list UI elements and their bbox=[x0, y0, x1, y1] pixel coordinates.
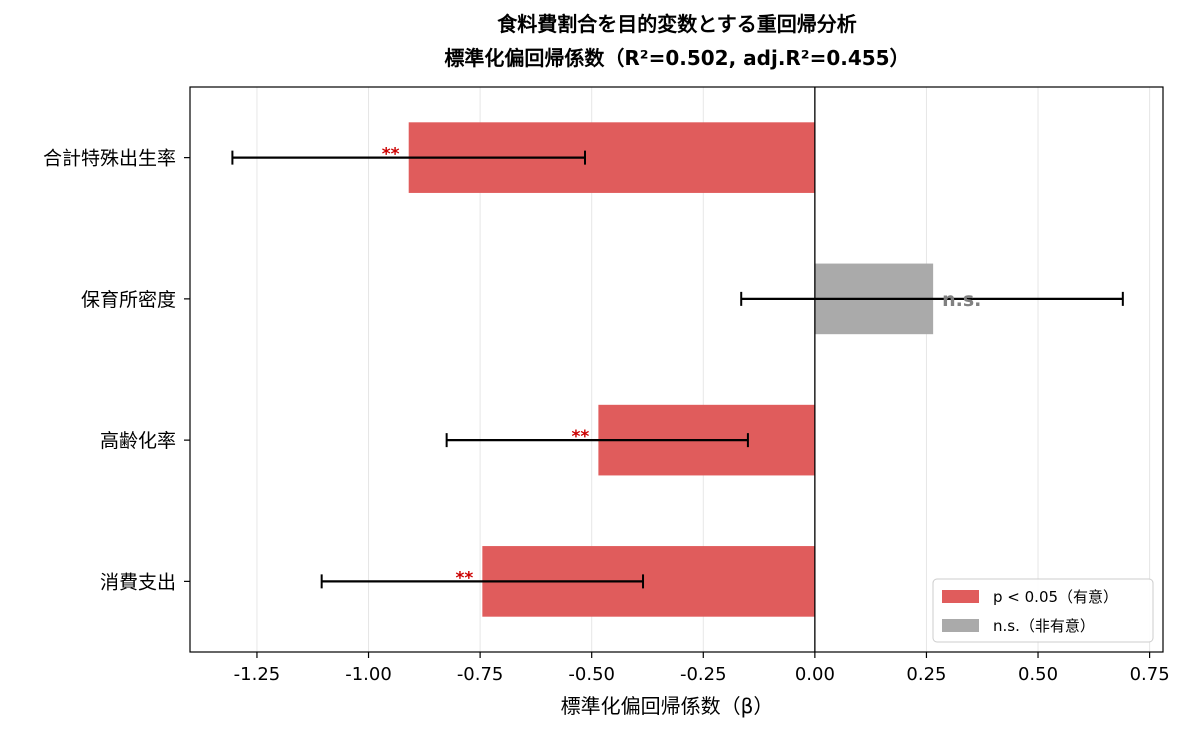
chart-title: 食料費割合を目的変数とする重回帰分析 bbox=[497, 12, 856, 36]
x-tick-label: -1.00 bbox=[345, 664, 392, 685]
x-tick-label: -0.50 bbox=[568, 664, 615, 685]
x-tick-label: 0.75 bbox=[1130, 664, 1170, 685]
legend-box bbox=[932, 578, 1154, 643]
error-bar bbox=[231, 150, 587, 165]
x-axis-label: 標準化偏回帰係数（β） bbox=[561, 694, 774, 718]
bars-layer bbox=[408, 122, 934, 617]
significance-marker: ** bbox=[455, 568, 473, 588]
x-tick-label: -0.75 bbox=[457, 664, 504, 685]
legend-label-significant: p < 0.05（有意） bbox=[993, 588, 1118, 606]
significance-marker: ** bbox=[572, 427, 590, 447]
error-bars-layer bbox=[231, 150, 1124, 589]
y-tick-label: 保育所密度 bbox=[81, 289, 176, 311]
y-tick-label: 合計特殊出生率 bbox=[43, 148, 176, 170]
x-tick-label: -1.25 bbox=[234, 664, 281, 685]
error-bar bbox=[740, 291, 1124, 306]
x-tick-label: 0.00 bbox=[795, 664, 835, 685]
legend-swatch-significant bbox=[942, 590, 979, 603]
annotations-layer: ** n.s. ** ** bbox=[382, 145, 982, 589]
x-tick-label: 0.25 bbox=[906, 664, 946, 685]
y-tick-label: 高齢化率 bbox=[100, 430, 176, 452]
legend-label-nonsignificant: n.s.（非有意） bbox=[993, 617, 1095, 635]
x-axis-ticks: -1.25 -1.00 -0.75 -0.50 -0.25 0.00 0.25 0.50 0.7… bbox=[234, 652, 1170, 685]
legend-swatch-nonsignificant bbox=[942, 619, 979, 632]
legend: p < 0.05（有意） n.s.（非有意） bbox=[932, 578, 1154, 643]
error-bar bbox=[445, 433, 749, 448]
plot-frame bbox=[189, 86, 1164, 653]
x-tick-label: -0.25 bbox=[680, 664, 727, 685]
chart-subtitle: 標準化偏回帰係数（R²=0.502, adj.R²=0.455） bbox=[444, 46, 909, 70]
x-tick-label: 0.50 bbox=[1018, 664, 1058, 685]
error-bar bbox=[320, 574, 645, 589]
nonsignificance-marker: n.s. bbox=[942, 289, 981, 311]
y-tick-label: 消費支出 bbox=[100, 571, 176, 593]
significance-marker: ** bbox=[382, 145, 400, 165]
